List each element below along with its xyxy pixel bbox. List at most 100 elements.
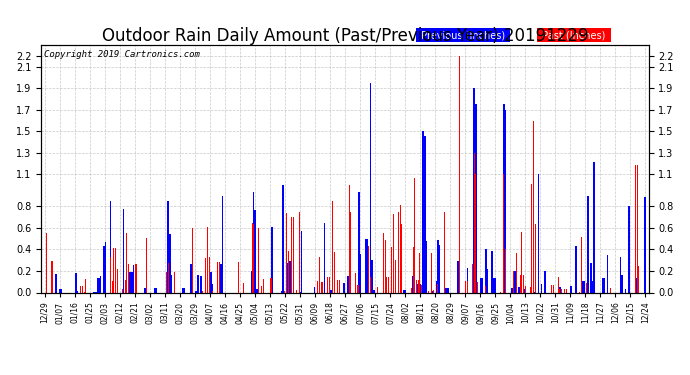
Bar (321, 282, 322, 292)
Bar (551, 285, 552, 292)
Bar (146, 238, 147, 292)
Bar (493, 278, 495, 292)
Bar (370, 82, 371, 292)
Bar (52, 261, 53, 292)
Bar (416, 280, 417, 292)
Bar (115, 261, 117, 292)
Bar (103, 246, 105, 292)
Bar (603, 278, 605, 292)
Bar (329, 278, 330, 292)
Bar (520, 287, 521, 292)
Bar (258, 228, 259, 292)
Bar (370, 277, 371, 292)
Bar (581, 237, 582, 292)
Bar (144, 288, 146, 292)
Bar (197, 275, 199, 292)
Bar (97, 278, 98, 292)
Bar (132, 265, 135, 292)
Bar (200, 276, 202, 292)
Bar (513, 271, 514, 292)
Bar (371, 260, 373, 292)
Bar (620, 257, 622, 292)
Bar (575, 246, 577, 292)
Bar (524, 286, 526, 292)
Bar (437, 284, 438, 292)
Bar (515, 271, 516, 292)
Bar (301, 231, 302, 292)
Bar (263, 279, 264, 292)
Bar (212, 291, 213, 292)
Bar (524, 289, 526, 292)
Bar (459, 56, 460, 292)
Bar (475, 174, 476, 292)
Bar (584, 280, 585, 292)
Bar (467, 281, 468, 292)
Bar (113, 248, 115, 292)
Bar (284, 291, 286, 292)
Bar (531, 184, 532, 292)
Bar (386, 278, 388, 292)
Bar (523, 289, 524, 292)
Bar (457, 261, 459, 292)
Bar (413, 247, 414, 292)
Bar (402, 290, 404, 292)
Bar (610, 288, 611, 292)
Bar (480, 278, 482, 292)
Bar (477, 291, 478, 292)
Bar (602, 278, 603, 292)
Bar (154, 288, 156, 292)
Bar (622, 275, 623, 292)
Bar (473, 153, 475, 292)
Bar (282, 185, 284, 292)
Bar (398, 212, 399, 292)
Bar (383, 279, 384, 292)
Bar (60, 289, 62, 292)
Bar (551, 290, 552, 292)
Bar (212, 284, 213, 292)
Bar (472, 290, 473, 292)
Bar (426, 241, 427, 292)
Bar (238, 262, 239, 292)
Bar (317, 281, 318, 292)
Bar (253, 225, 254, 292)
Bar (220, 264, 221, 292)
Bar (348, 185, 350, 292)
Bar (296, 290, 297, 292)
Bar (319, 257, 320, 292)
Title: Outdoor Rain Daily Amount (Past/Previous Year) 20191229: Outdoor Rain Daily Amount (Past/Previous… (101, 27, 589, 45)
Bar (217, 262, 218, 292)
Bar (251, 271, 253, 292)
Bar (207, 227, 208, 292)
Bar (366, 239, 368, 292)
Bar (359, 254, 362, 292)
Bar (485, 249, 486, 292)
Bar (98, 278, 100, 292)
Bar (344, 283, 345, 292)
Bar (477, 282, 478, 292)
Bar (424, 136, 426, 292)
Bar (516, 253, 518, 292)
Bar (417, 284, 419, 292)
Bar (400, 204, 401, 292)
Bar (110, 201, 111, 292)
Bar (291, 217, 292, 292)
Bar (314, 287, 315, 292)
Bar (385, 240, 386, 292)
Bar (252, 223, 253, 292)
Bar (504, 110, 506, 292)
Bar (383, 234, 384, 292)
Bar (422, 131, 424, 292)
Bar (628, 206, 630, 292)
Bar (271, 227, 273, 292)
Bar (431, 253, 432, 292)
Bar (324, 222, 325, 292)
Bar (365, 239, 366, 292)
Bar (473, 88, 475, 292)
Bar (593, 162, 595, 292)
Bar (393, 214, 394, 292)
Text: Previous (Inches): Previous (Inches) (418, 30, 508, 40)
Bar (51, 261, 52, 292)
Bar (293, 217, 294, 292)
Bar (417, 280, 419, 292)
Bar (413, 276, 414, 292)
